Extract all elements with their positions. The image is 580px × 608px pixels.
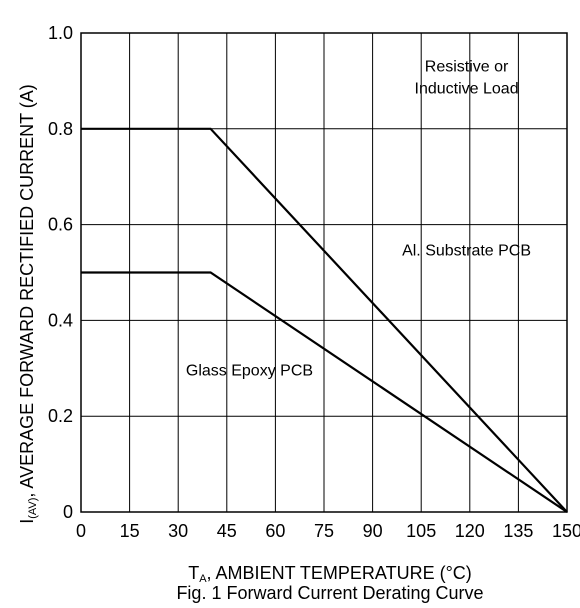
annotations: Resistive or Inductive Load Al. Substrate … bbox=[186, 58, 531, 379]
x-tick-label: 45 bbox=[217, 521, 237, 541]
annotation-line: Resistive or bbox=[425, 58, 509, 75]
x-tick-label: 105 bbox=[406, 521, 436, 541]
y-tick-labels: 0 0.2 0.4 0.6 0.8 1.0 bbox=[48, 23, 73, 522]
series-line-glass-epoxy bbox=[81, 271, 568, 513]
x-tick-label: 75 bbox=[314, 521, 334, 541]
y-axis-title: I(AV), AVERAGE FORWARD RECTIFIED CURRENT… bbox=[17, 84, 39, 524]
y-axis-title-main: I bbox=[17, 519, 37, 524]
y-tick-label: 0.8 bbox=[48, 119, 73, 139]
x-tick-label: 90 bbox=[363, 521, 383, 541]
annotation-line: Inductive Load bbox=[415, 80, 519, 97]
x-tick-label: 60 bbox=[265, 521, 285, 541]
annotation-line: Al. Substrate PCB bbox=[402, 243, 531, 260]
x-axis-title-main: T bbox=[188, 563, 199, 583]
y-axis-title-sub: (AV) bbox=[27, 498, 39, 519]
annotation-label: Al. Substrate PCB bbox=[402, 243, 531, 260]
plot-border bbox=[80, 32, 568, 513]
x-axis-title-rest: , AMBIENT TEMPERATURE (°C) bbox=[207, 563, 472, 583]
x-tick-label: 30 bbox=[168, 521, 188, 541]
annotation-line: Glass Epoxy PCB bbox=[186, 362, 313, 379]
x-tick-label: 0 bbox=[76, 521, 86, 541]
y-axis-title-rest: , AVERAGE FORWARD RECTIFIED CURRENT (A) bbox=[17, 84, 37, 497]
y-tick-label: 0.4 bbox=[48, 310, 73, 330]
plot-frame bbox=[80, 32, 568, 513]
series-line-al-substrate bbox=[81, 127, 568, 513]
x-tick-label: 15 bbox=[120, 521, 140, 541]
chart-title: Fig. 1 Forward Current Derating Curve bbox=[176, 583, 483, 603]
annotation-label: Glass Epoxy PCB bbox=[186, 362, 313, 379]
x-tick-label: 135 bbox=[503, 521, 533, 541]
y-tick-label: 0.2 bbox=[48, 406, 73, 426]
annotation-label: Resistive or Inductive Load bbox=[415, 58, 519, 97]
x-tick-label: 120 bbox=[455, 521, 485, 541]
x-axis-title-sub: A bbox=[199, 573, 207, 585]
y-tick-label: 0.6 bbox=[48, 215, 73, 235]
x-tick-labels: 0 15 30 45 60 75 90 105 120 135 150 bbox=[76, 521, 580, 541]
series-layer bbox=[81, 127, 568, 513]
y-tick-label: 0 bbox=[63, 502, 73, 522]
x-tick-label: 150 bbox=[552, 521, 580, 541]
x-axis-title: TA, AMBIENT TEMPERATURE (°C) bbox=[188, 563, 472, 585]
y-tick-label: 1.0 bbox=[48, 23, 73, 43]
